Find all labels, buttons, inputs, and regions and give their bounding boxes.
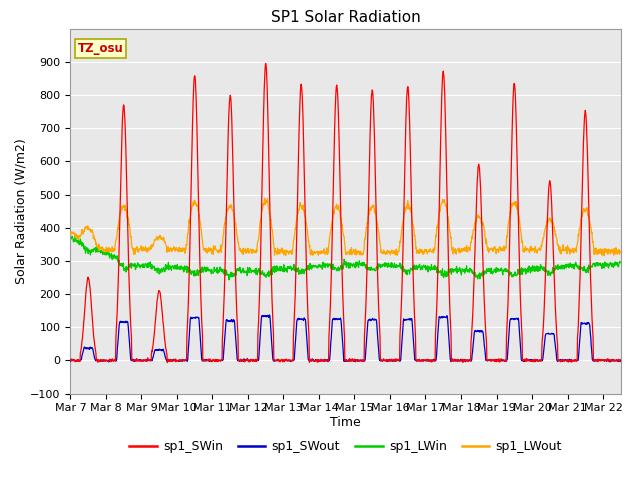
Text: TZ_osu: TZ_osu	[77, 42, 124, 55]
X-axis label: Time: Time	[330, 416, 361, 429]
Title: SP1 Solar Radiation: SP1 Solar Radiation	[271, 10, 420, 25]
Y-axis label: Solar Radiation (W/m2): Solar Radiation (W/m2)	[15, 138, 28, 284]
Legend: sp1_SWin, sp1_SWout, sp1_LWin, sp1_LWout: sp1_SWin, sp1_SWout, sp1_LWin, sp1_LWout	[124, 435, 567, 458]
